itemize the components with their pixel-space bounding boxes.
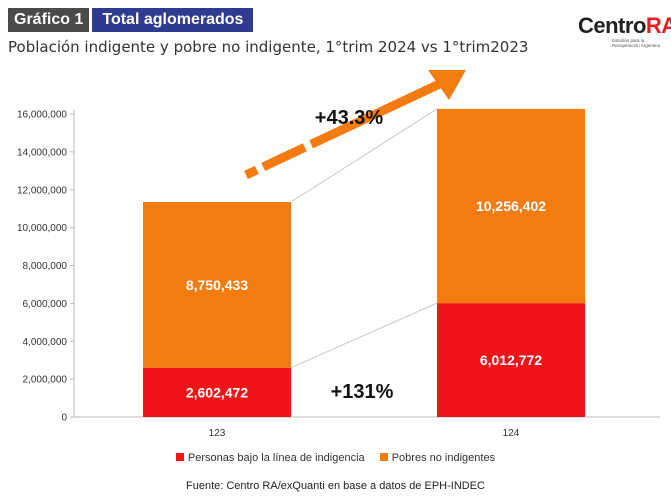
y-tick-label: 2,000,000 [23,375,68,386]
legend-label-indigence: Personas bajo la línea de indigencia [187,452,365,464]
centro-ra-logo: CentroRA Estudios para la Recuperación A… [578,13,671,49]
y-tick-label: 4,000,000 [23,337,68,348]
bar-segment-poor [143,202,291,368]
logo-name-part1: Centro [578,13,646,38]
legend-item-indigence: Personas bajo la línea de indigencia [175,452,365,464]
x-tick-label: 124 [503,428,520,439]
source-note: Fuente: Centro RA/exQuanti en base a dat… [186,480,485,492]
logo-name-part2: RA [645,13,671,38]
bar-value-label: 2,602,472 [186,384,248,400]
y-tick-label: 8,000,000 [23,261,68,272]
legend-item-poor: Pobres no indigentes [379,452,496,464]
y-tick-label: 0 [61,413,67,424]
chart-number-tag: Gráfico 1 [8,8,90,32]
y-tick-label: 16,000,000 [17,110,67,121]
bar-segment-indigence [437,303,585,417]
annotation-indigence-change: +131% [331,381,394,403]
x-tick-label: 123 [209,428,226,439]
growth-arrow-head [428,70,466,100]
chart-header: Gráfico 1 Total aglomerados [8,8,254,32]
logo-tagline: Estudios para la Recuperación Argentina [612,38,661,48]
legend-label-poor: Pobres no indigentes [391,452,496,464]
chart-legend: Personas bajo la línea de indigencia Pob… [0,452,671,464]
legend-swatch-poor [379,453,388,461]
annotation-total-change: +43.3% [315,107,384,129]
y-tick-label: 12,000,000 [17,185,67,196]
legend-swatch-indigence [175,453,184,461]
y-tick-label: 14,000,000 [17,147,67,158]
bar-segment-poor [437,108,585,304]
connector-line-total [290,108,438,203]
bar-value-label: 8,750,433 [186,277,248,293]
connector-line-indigence [290,302,438,369]
chart-subtitle: Población indigente y pobre no indigente… [8,38,529,56]
y-tick-label: 6,000,000 [23,299,68,310]
bar-value-label: 10,256,402 [476,198,546,214]
bar-value-label: 6,012,772 [480,352,542,368]
growth-arrow-shaft [244,75,450,180]
bar-segment-indigence [143,367,291,417]
y-tick-label: 10,000,000 [17,223,67,234]
region-tag: Total aglomerados [92,8,254,32]
logo-wordmark: CentroRA [578,13,671,38]
